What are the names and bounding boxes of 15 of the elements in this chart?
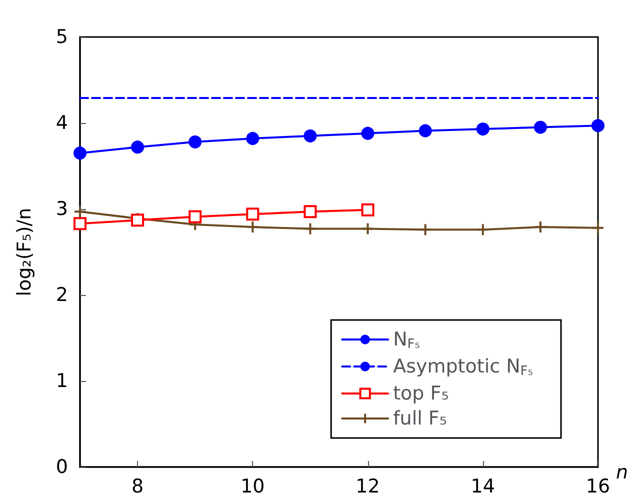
x-tick-label: 16 (586, 476, 610, 498)
y-tick-label: 4 (56, 112, 68, 134)
y-tick-label: 0 (56, 456, 68, 478)
x-tick-label: 10 (240, 476, 265, 498)
x-tick-label: 12 (356, 476, 380, 498)
y-axis-title: log₂(F₅)/n (14, 208, 36, 296)
y-tick-label: 3 (56, 198, 68, 220)
y-tick-label: 2 (56, 284, 68, 306)
x-tick-label: 14 (470, 476, 495, 498)
y-tick-label: 1 (56, 370, 68, 392)
x-tick-label: 8 (132, 476, 144, 498)
x-axis-title: n (616, 462, 628, 484)
y-tick-label: 5 (56, 26, 68, 48)
legend-label: top F₅ (393, 382, 449, 404)
legend-label: full F₅ (393, 408, 447, 430)
